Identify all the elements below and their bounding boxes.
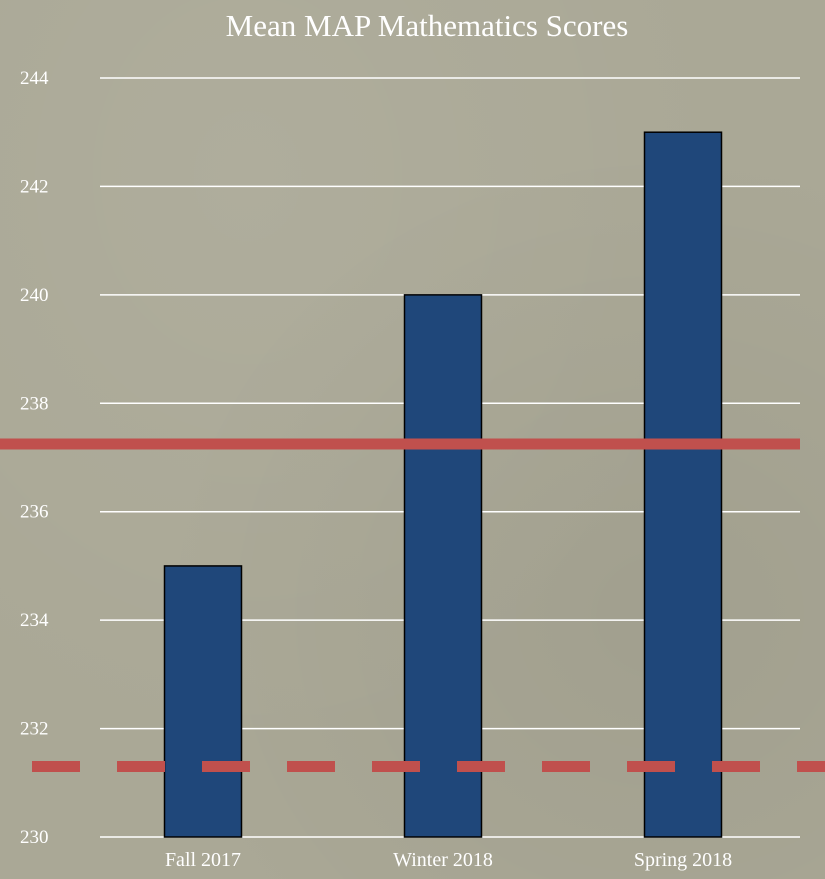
bar — [403, 294, 483, 838]
y-tick-label: 230 — [20, 827, 49, 848]
y-tick-label: 238 — [20, 393, 49, 414]
chart-title: Mean MAP Mathematics Scores — [226, 8, 629, 43]
x-category-label: Fall 2017 — [165, 849, 241, 871]
y-tick-label: 236 — [20, 502, 49, 523]
x-axis-categories: Fall 2017 Winter 2018 Spring 2018 — [165, 849, 732, 871]
reference-lines — [0, 438, 825, 773]
x-category-label: Spring 2018 — [634, 849, 732, 871]
y-tick-label: 240 — [20, 285, 49, 306]
y-tick-label: 232 — [20, 719, 49, 740]
bar-layer — [163, 131, 723, 838]
y-axis-ticks: 230 232 234 236 238 240 242 244 — [20, 68, 49, 848]
y-tick-label: 234 — [20, 610, 49, 631]
x-category-label: Winter 2018 — [393, 849, 493, 871]
y-tick-label: 244 — [20, 68, 49, 89]
bar — [643, 131, 723, 838]
bar — [163, 565, 243, 838]
y-tick-label: 242 — [20, 176, 49, 197]
